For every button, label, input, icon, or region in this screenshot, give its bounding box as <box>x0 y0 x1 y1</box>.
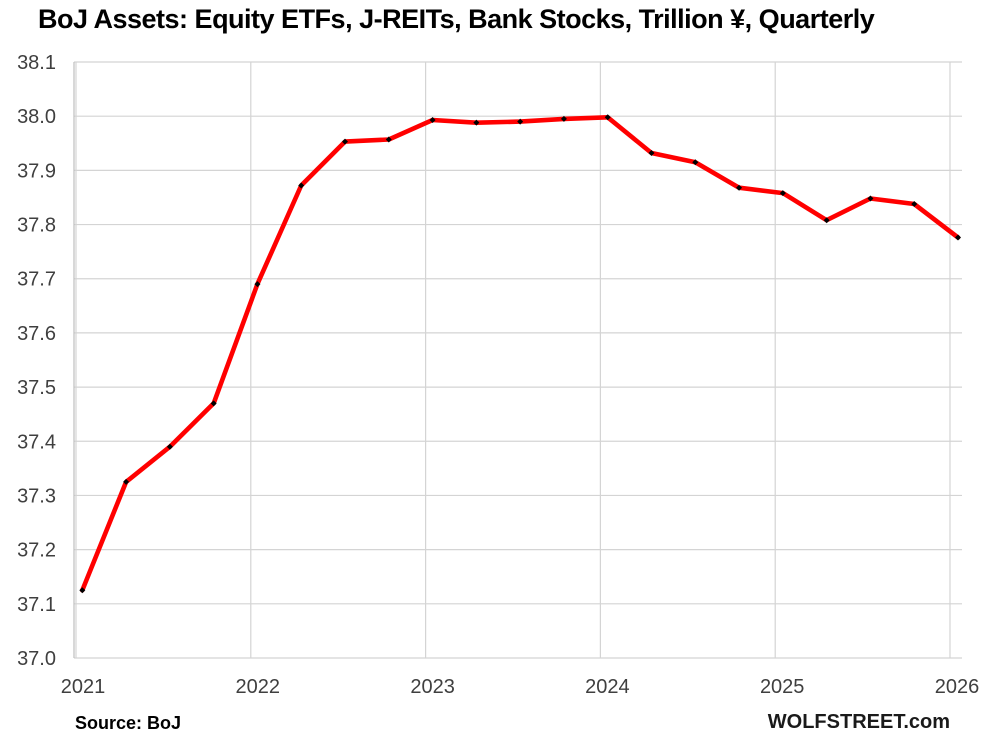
brand-label: WOLFSTREET.com <box>767 711 950 733</box>
y-tick-label: 37.0 <box>17 648 56 670</box>
data-point-marker <box>560 115 567 122</box>
y-tick-label: 37.7 <box>17 269 56 291</box>
data-point-marker <box>955 234 961 241</box>
y-tick-label: 38.0 <box>17 106 56 128</box>
chart-title: BoJ Assets: Equity ETFs, J-REITs, Bank S… <box>38 4 875 34</box>
x-tick-label: 2024 <box>585 676 630 698</box>
x-tick-label: 2022 <box>236 676 281 698</box>
x-tick-label: 2023 <box>410 676 455 698</box>
data-line <box>80 115 961 593</box>
data-point-marker <box>254 281 261 288</box>
x-tick-label: 2025 <box>760 676 805 698</box>
data-point-marker <box>166 443 173 450</box>
data-point-marker <box>79 587 86 594</box>
data-point-marker <box>385 136 392 143</box>
chart-footer: Source: BoJ WOLFSTREET.com <box>0 711 993 737</box>
x-tick-label: 2026 <box>935 676 980 698</box>
y-tick-label: 37.4 <box>17 431 56 453</box>
data-point-marker <box>911 200 918 207</box>
y-tick-label: 37.9 <box>17 160 56 182</box>
y-tick-label: 37.6 <box>17 323 56 345</box>
line-chart: 38.1 38.0 37.9 37.8 37.7 37.6 37.5 37.4 37.3 37.2… <box>17 52 980 698</box>
data-point-marker <box>736 184 743 191</box>
data-point-marker <box>692 159 699 166</box>
data-point-marker <box>867 195 874 202</box>
y-tick-label: 37.8 <box>17 215 56 237</box>
y-tick-label: 37.2 <box>17 540 56 562</box>
data-point-marker <box>473 119 480 126</box>
y-tick-label: 37.5 <box>17 377 56 399</box>
data-point-marker <box>123 478 130 485</box>
data-point-marker <box>604 114 611 121</box>
data-point-marker <box>429 116 436 123</box>
data-point-marker <box>517 118 524 125</box>
y-tick-label: 37.1 <box>17 594 56 616</box>
data-point-marker <box>210 400 217 407</box>
data-point-marker <box>779 190 786 197</box>
data-point-marker <box>823 217 830 224</box>
y-tick-label: 37.3 <box>17 485 56 507</box>
data-point-marker <box>298 182 305 189</box>
source-label: Source: BoJ <box>75 713 182 733</box>
data-point-marker <box>342 138 349 145</box>
x-tick-label: 2021 <box>61 676 106 698</box>
y-tick-label: 38.1 <box>17 52 56 74</box>
data-point-marker <box>648 150 655 157</box>
